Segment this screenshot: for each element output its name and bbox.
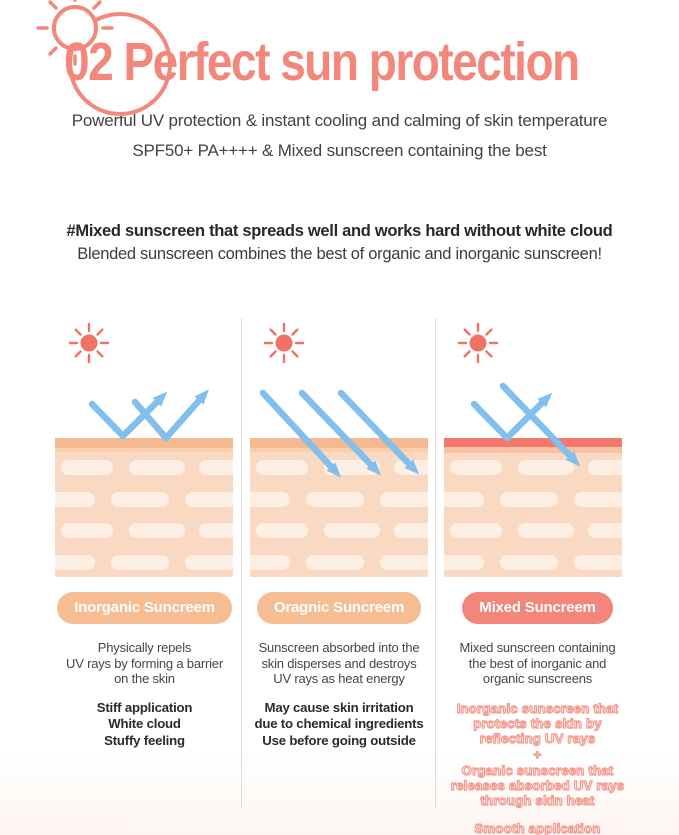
organic-description: Sunscreen absorbed into the skin dispers… — [258, 640, 420, 686]
label-pill-inorganic: Inorganic Suncreem — [57, 592, 232, 624]
uv-penetrate-arrow — [499, 382, 581, 467]
uv-penetrate-arrow — [259, 389, 342, 478]
column-inorganic-sunscreen: Inorganic Suncreem Physically repels UV … — [0, 316, 242, 835]
uv-absorb-diagram — [242, 322, 438, 577]
organic-notes: May cause skin irritation due to chemica… — [254, 699, 424, 748]
column-mixed-sunscreen: Mixed Suncreem Mixed sunscreen containin… — [436, 316, 679, 835]
column-divider — [435, 318, 436, 808]
uv-bounce-arrow — [88, 391, 168, 440]
mixed-highlight-benefit: Smooth application and no white cloud — [474, 820, 601, 835]
uv-reflect-diagram — [47, 322, 243, 577]
label-pill-mixed: Mixed Suncreem — [462, 592, 613, 624]
tagline: Blended sunscreen combines the best of o… — [77, 245, 602, 263]
uv-penetrate-arrow — [337, 389, 420, 475]
plus-sign: + — [533, 746, 542, 762]
page-title: 02 Perfect sun protection — [64, 31, 580, 92]
sun-outline-icon — [36, 0, 172, 116]
mixed-description: Mixed sunscreen containing the best of i… — [459, 640, 616, 686]
column-organic-sunscreen: Oragnic Suncreem Sunscreen absorbed into… — [242, 316, 436, 835]
inorganic-notes: Stiff application White cloud Stuffy fee… — [96, 699, 193, 748]
column-divider — [241, 318, 242, 808]
label-pill-organic: Oragnic Suncreem — [256, 592, 422, 624]
tagline-bold: #Mixed sunscreen that spreads well and w… — [66, 222, 613, 240]
uv-bounce-arrow — [470, 392, 553, 442]
uv-bounce-arrow — [131, 389, 209, 442]
mixed-highlight-inorganic: Inorganic sunscreen that protects the sk… — [456, 700, 619, 746]
uv-mixed-diagram — [436, 322, 632, 577]
comparison-columns: Inorganic Suncreem Physically repels UV … — [0, 316, 679, 835]
mixed-highlight-organic: Organic sunscreen that releases absorbed… — [450, 762, 625, 808]
inorganic-description: Physically repels UV rays by forming a b… — [66, 640, 223, 686]
uv-penetrate-arrow — [298, 389, 382, 476]
